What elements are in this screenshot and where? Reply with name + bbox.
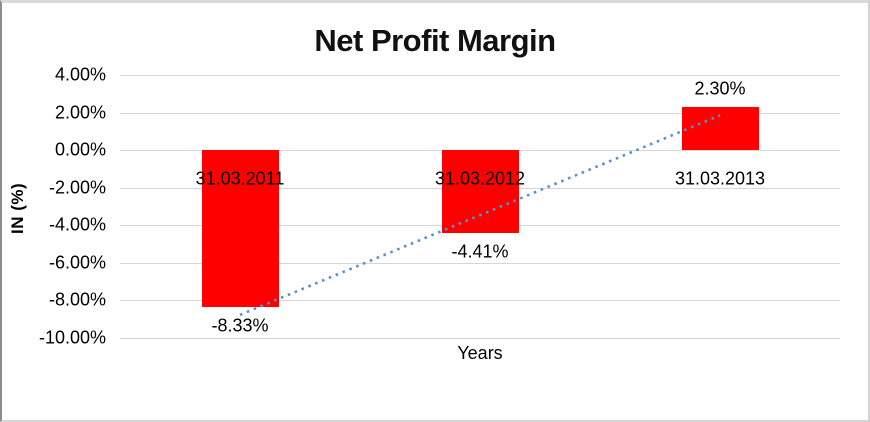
- gridline: [120, 75, 840, 76]
- category-label: 31.03.2011: [195, 168, 285, 189]
- value-label: -4.41%: [451, 241, 509, 262]
- x-axis-title: Years: [457, 343, 503, 363]
- gridline: [120, 112, 840, 114]
- category-label: 31.03.2012: [434, 168, 526, 189]
- y-tick-label: 4.00%: [54, 64, 106, 85]
- trendline: [239, 114, 721, 317]
- y-tick-label: 2.00%: [54, 102, 106, 123]
- value-label: -8.33%: [211, 315, 269, 336]
- gridline: [120, 262, 840, 264]
- bar-31.03.2011: [201, 150, 279, 307]
- gridline: [120, 300, 840, 302]
- y-tick-label: -4.00%: [48, 214, 106, 235]
- y-tick-label: -10.00%: [38, 327, 106, 348]
- y-tick-label: -6.00%: [48, 252, 106, 273]
- y-tick-label: 0.00%: [54, 139, 106, 160]
- value-label: 2.30%: [694, 78, 746, 99]
- plot-area: 31.03.2011 -8.33% 31.03.2012 -4.41% 31.03.20…: [120, 75, 840, 339]
- y-tick-label: -2.00%: [48, 177, 106, 198]
- y-tick-label: -8.00%: [48, 289, 106, 310]
- bar-31.03.2013: [681, 106, 759, 151]
- gridline: [120, 338, 840, 339]
- chart-title: Net Profit Margin: [314, 23, 556, 58]
- bar-31.03.2012: [441, 150, 519, 233]
- category-label: 31.03.2013: [674, 168, 766, 189]
